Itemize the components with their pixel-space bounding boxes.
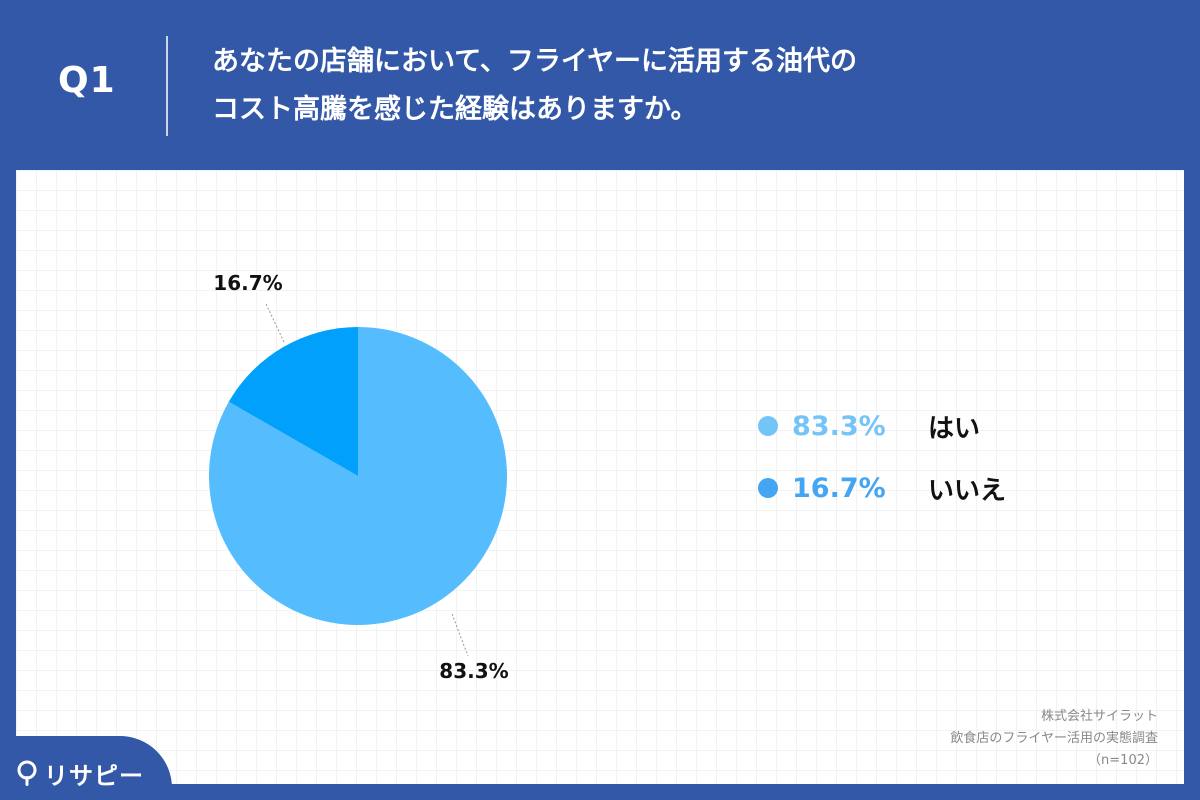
chart-panel: 83.3% 16.7% 83.3% はい 16.7% いいえ 株式会社サイラット …	[16, 170, 1184, 784]
legend-dot-no	[758, 478, 778, 498]
brand-name: リサピー	[44, 762, 144, 790]
pie-slice-no	[228, 327, 358, 476]
source-survey: 飲食店のフライヤー活用の実態調査	[950, 731, 1158, 746]
legend-text-no: いいえ	[928, 475, 1007, 506]
legend-item-no: 16.7% いいえ	[758, 470, 1006, 506]
legend: 83.3% はい 16.7% いいえ	[758, 408, 1006, 532]
pie-chart: 83.3% 16.7%	[208, 271, 509, 683]
leader-line-no	[265, 303, 285, 343]
data-label-yes: 83.3%	[439, 659, 508, 683]
question-title-line-2: コスト高騰を感じた経験はありますか。	[212, 94, 698, 125]
leader-line-yes	[451, 613, 469, 657]
source-note: 株式会社サイラット 飲食店のフライヤー活用の実態調査 （n=102）	[950, 706, 1158, 772]
brand-logo: リサピー	[16, 756, 144, 791]
header-divider	[166, 36, 168, 136]
question-title: あなたの店舗において、フライヤーに活用する油代の コスト高騰を感じた経験はありま…	[212, 38, 1112, 134]
question-title-line-1: あなたの店舗において、フライヤーに活用する油代の	[212, 46, 858, 77]
legend-dot-yes	[758, 416, 778, 436]
source-company: 株式会社サイラット	[1040, 709, 1158, 724]
legend-pct-no: 16.7%	[792, 472, 886, 504]
legend-text-yes: はい	[928, 413, 981, 444]
legend-pct-yes: 83.3%	[792, 410, 886, 442]
legend-item-yes: 83.3% はい	[758, 408, 1006, 444]
question-number: Q1	[58, 60, 116, 101]
data-label-no: 16.7%	[213, 271, 282, 295]
brand-tab	[0, 736, 172, 800]
map-pin-icon	[17, 760, 37, 786]
source-sample-size: （n=102）	[1088, 753, 1158, 768]
pie-slice-yes	[208, 327, 507, 625]
